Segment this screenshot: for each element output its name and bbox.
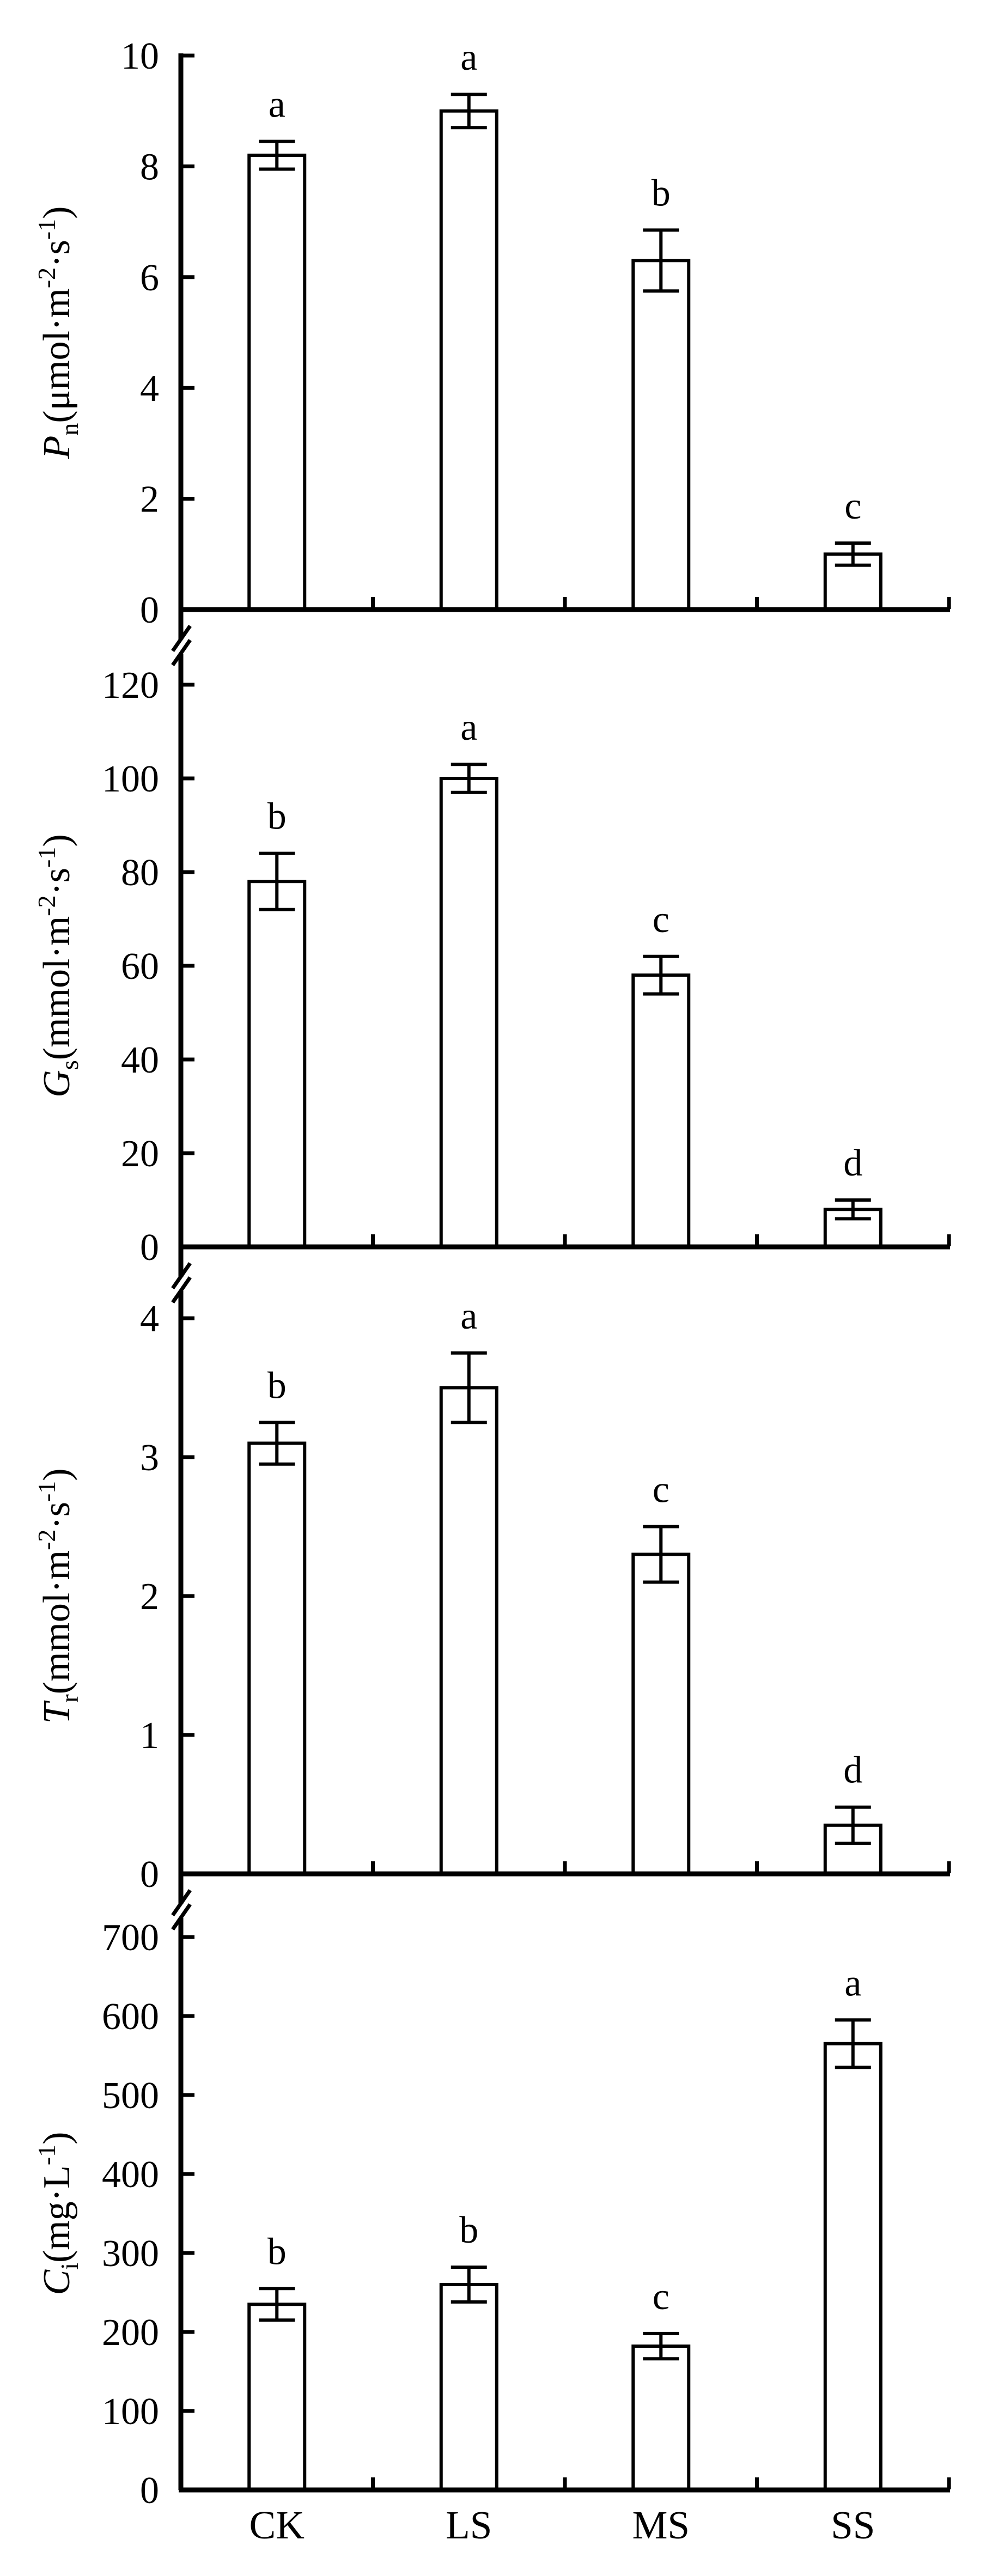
sig-letter-Gs-SS: d bbox=[843, 1142, 862, 1184]
y-axis-label-Ci: Ci(mg·L-1) bbox=[33, 2132, 83, 2295]
sig-letter-Tr-MS: c bbox=[653, 1469, 670, 1511]
x-category-label-SS: SS bbox=[831, 2503, 875, 2547]
y-tick-label-Tr-1: 1 bbox=[140, 1715, 159, 1757]
x-category-label-CK: CK bbox=[250, 2503, 305, 2547]
y-tick-label-Gs-60: 60 bbox=[121, 946, 159, 988]
bar-Gs-CK bbox=[247, 880, 307, 1249]
sig-letter-Gs-CK: b bbox=[267, 796, 287, 838]
sig-letter-Gs-LS: a bbox=[460, 707, 477, 748]
sig-letter-Pn-MS: b bbox=[652, 172, 671, 214]
x-category-label-LS: LS bbox=[446, 2503, 492, 2547]
bar-Tr-CK bbox=[247, 1441, 307, 1875]
x-category-label-MS: MS bbox=[632, 2503, 690, 2547]
bar-Pn-MS bbox=[631, 259, 691, 612]
sig-letter-Pn-SS: c bbox=[844, 485, 861, 527]
y-tick-label-Pn-2: 2 bbox=[140, 479, 159, 521]
sig-letter-Pn-CK: a bbox=[269, 84, 285, 126]
y-axis-label-Tr: Tr(mmol·m-2·s-1) bbox=[33, 1468, 83, 1724]
axis-break-slash bbox=[171, 639, 192, 666]
y-tick-label-Ci-300: 300 bbox=[102, 2233, 159, 2275]
sig-letter-Ci-CK: b bbox=[267, 2231, 287, 2273]
axis-break-slash bbox=[171, 1262, 192, 1289]
sig-letter-Gs-MS: c bbox=[653, 899, 670, 941]
panel-Tr: Tr(mmol·m-2·s-1) bbox=[33, 1386, 883, 1875]
axis-break-slash bbox=[171, 1903, 192, 1931]
bar-Ci-LS bbox=[439, 2283, 498, 2492]
y-tick-label-Ci-500: 500 bbox=[102, 2075, 159, 2117]
y-tick-label-Pn-0: 0 bbox=[140, 589, 159, 631]
y-tick-label-Pn-10: 10 bbox=[121, 35, 159, 77]
axis-break-slash bbox=[171, 1889, 192, 1916]
y-tick-label-Pn-6: 6 bbox=[140, 257, 159, 299]
sig-letter-Ci-SS: a bbox=[844, 1962, 861, 2004]
bar-Gs-MS bbox=[631, 973, 691, 1249]
axis-break-slash bbox=[171, 1276, 192, 1304]
bar-Ci-CK bbox=[247, 2303, 307, 2492]
y-tick-label-Gs-0: 0 bbox=[140, 1227, 159, 1269]
sig-letter-Tr-CK: b bbox=[267, 1365, 287, 1406]
bar-Ci-SS bbox=[823, 2042, 883, 2492]
sig-letter-Ci-MS: c bbox=[653, 2276, 670, 2318]
y-tick-label-Ci-600: 600 bbox=[102, 1996, 159, 2038]
y-tick-label-Gs-20: 20 bbox=[121, 1133, 159, 1175]
bar-Ci-MS bbox=[631, 2344, 691, 2492]
sig-letter-Ci-LS: b bbox=[459, 2209, 478, 2251]
y-tick-label-Tr-4: 4 bbox=[140, 1298, 159, 1340]
axis-break-slash bbox=[171, 625, 192, 652]
y-tick-label-Tr-2: 2 bbox=[140, 1576, 159, 1618]
panel-Gs: Gs(mmol·m-2·s-1) bbox=[33, 777, 883, 1249]
bar-Pn-CK bbox=[247, 154, 307, 611]
y-tick-label-Ci-0: 0 bbox=[140, 2470, 159, 2512]
y-tick-label-Gs-80: 80 bbox=[121, 852, 159, 894]
y-tick-label-Tr-3: 3 bbox=[140, 1437, 159, 1479]
y-tick-label-Pn-4: 4 bbox=[140, 368, 159, 410]
y-tick-label-Ci-700: 700 bbox=[102, 1917, 159, 1959]
y-axis-label-Gs: Gs(mmol·m-2·s-1) bbox=[33, 834, 83, 1097]
bar-Tr-LS bbox=[439, 1386, 498, 1875]
y-tick-label-Tr-0: 0 bbox=[140, 1854, 159, 1896]
y-tick-label-Pn-8: 8 bbox=[140, 146, 159, 188]
y-axis-label-Pn: Pn(μmol·m-2·s-1) bbox=[33, 206, 83, 460]
y-tick-label-Gs-40: 40 bbox=[121, 1039, 159, 1081]
panel-Ci: Ci(mg·L-1) bbox=[33, 2042, 883, 2492]
y-tick-label-Ci-200: 200 bbox=[102, 2312, 159, 2354]
y-tick-label-Ci-100: 100 bbox=[102, 2391, 159, 2433]
sig-letter-Tr-LS: a bbox=[460, 1295, 477, 1337]
y-tick-label-Ci-400: 400 bbox=[102, 2154, 159, 2196]
sig-letter-Tr-SS: d bbox=[843, 1750, 862, 1792]
y-tick-label-Gs-100: 100 bbox=[102, 758, 159, 800]
bar-Gs-LS bbox=[439, 777, 498, 1249]
y-tick-label-Gs-120: 120 bbox=[102, 665, 159, 707]
sig-letter-Pn-LS: a bbox=[460, 36, 477, 78]
bar-Pn-LS bbox=[439, 109, 498, 611]
bar-Tr-MS bbox=[631, 1552, 691, 1875]
